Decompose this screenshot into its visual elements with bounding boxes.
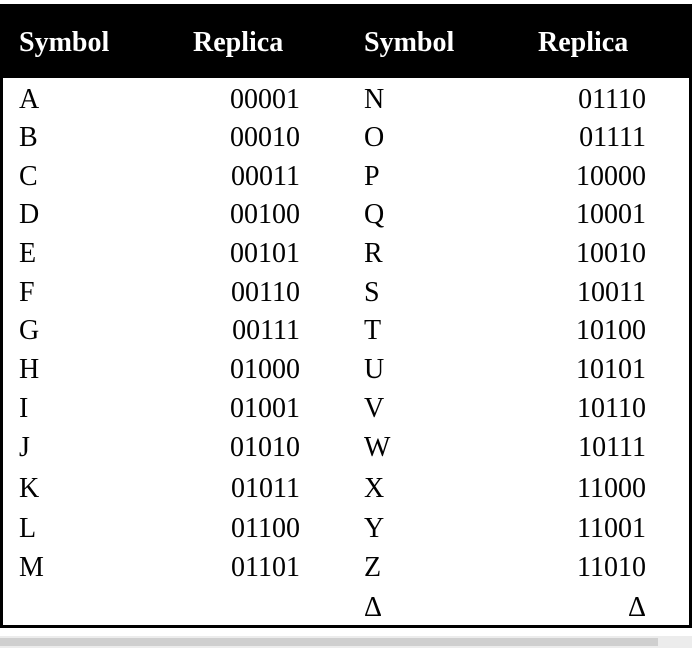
replica-cell: 10110 — [577, 393, 646, 424]
symbol-cell: O — [364, 122, 385, 153]
replica-cell: 00011 — [231, 161, 300, 192]
replica-cell: 00111 — [232, 315, 300, 346]
replica-cell: 11000 — [577, 473, 646, 504]
replica-cell: 11010 — [577, 552, 646, 583]
replica-cell: 10100 — [576, 315, 646, 346]
symbol-cell: G — [19, 315, 40, 346]
symbol-cell: Q — [364, 199, 385, 230]
replica-cell: 01001 — [230, 393, 300, 424]
symbol-cell: W — [364, 432, 391, 463]
symbol-cell: X — [364, 473, 385, 504]
horizontal-scrollbar[interactable] — [0, 636, 692, 648]
replica-cell: 00110 — [231, 277, 300, 308]
symbol-cell: Z — [364, 552, 382, 583]
replica-cell: 00100 — [230, 199, 300, 230]
symbol-cell: J — [19, 432, 30, 463]
scrollbar-thumb[interactable] — [0, 638, 658, 646]
symbol-cell: Δ — [364, 592, 383, 623]
replica-cell: 01100 — [231, 513, 300, 544]
replica-cell: 10011 — [577, 277, 646, 308]
symbol-cell: I — [19, 393, 29, 424]
header-replica-1: Replica — [193, 27, 284, 58]
symbol-cell: T — [364, 315, 382, 346]
symbol-cell: Y — [364, 513, 385, 544]
replica-cell: Δ — [627, 592, 646, 623]
symbol-cell: P — [364, 161, 380, 192]
symbol-cell: N — [364, 84, 385, 115]
replica-cell: 11001 — [577, 513, 646, 544]
symbol-cell: R — [364, 238, 383, 269]
header-symbol-1: Symbol — [19, 27, 110, 58]
table-header: Symbol Replica Symbol Replica — [3, 4, 689, 78]
symbol-cell: H — [19, 354, 40, 385]
header-symbol-2: Symbol — [364, 27, 455, 58]
symbol-cell: E — [19, 238, 37, 269]
symbol-cell: D — [19, 199, 40, 230]
symbol-cell: C — [19, 161, 38, 192]
replica-cell: 00001 — [230, 84, 300, 115]
symbol-cell: B — [19, 122, 38, 153]
symbol-cell: U — [364, 354, 385, 385]
replica-cell: 10010 — [576, 238, 646, 269]
symbol-cell: F — [19, 277, 35, 308]
replica-cell: 10101 — [576, 354, 646, 385]
replica-cell: 01111 — [579, 122, 646, 153]
replica-table: Symbol Replica Symbol Replica A 00001 N 011… — [0, 4, 692, 628]
replica-cell: 00010 — [230, 122, 300, 153]
replica-cell: 01000 — [230, 354, 300, 385]
replica-cell: 10001 — [576, 199, 646, 230]
replica-cell: 01110 — [578, 84, 646, 115]
symbol-cell: V — [364, 393, 385, 424]
replica-cell: 01101 — [231, 552, 300, 583]
symbol-cell: S — [364, 277, 380, 308]
replica-cell: 10111 — [578, 432, 646, 463]
symbol-cell: M — [19, 552, 44, 583]
replica-cell: 10000 — [576, 161, 646, 192]
symbol-cell: K — [19, 473, 40, 504]
symbol-cell: L — [19, 513, 37, 544]
replica-cell: 01011 — [231, 473, 300, 504]
replica-cell: 01010 — [230, 432, 300, 463]
symbol-cell: A — [19, 84, 40, 115]
replica-cell: 00101 — [230, 238, 300, 269]
header-replica-2: Replica — [538, 27, 629, 58]
